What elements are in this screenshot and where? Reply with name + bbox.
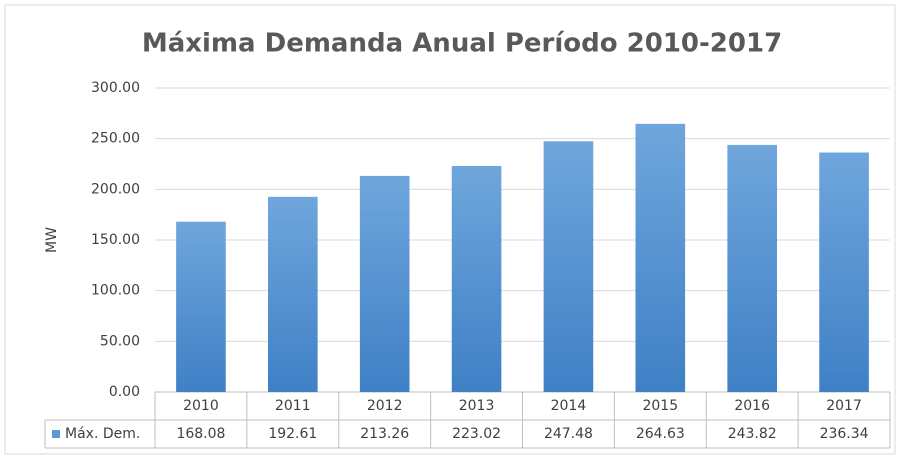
x-tick-label: 2014 bbox=[551, 398, 587, 414]
y-tick-label: 300.00 bbox=[91, 80, 140, 96]
x-tick-label: 2013 bbox=[459, 398, 495, 414]
y-tick-label: 250.00 bbox=[91, 131, 140, 147]
table-value: 223.02 bbox=[452, 426, 501, 442]
bar bbox=[451, 166, 502, 392]
table-value: 236.34 bbox=[820, 426, 869, 442]
x-tick-label: 2017 bbox=[826, 398, 862, 414]
y-tick-label: 150.00 bbox=[91, 232, 140, 248]
x-tick-label: 2016 bbox=[734, 398, 770, 414]
table-value: 247.48 bbox=[544, 426, 593, 442]
y-tick-label: 50.00 bbox=[100, 333, 140, 349]
x-tick-label: 2010 bbox=[183, 398, 219, 414]
table-value: 243.82 bbox=[728, 426, 777, 442]
table-value: 192.61 bbox=[268, 426, 317, 442]
y-axis-label: MW bbox=[44, 227, 60, 253]
legend-key bbox=[52, 430, 60, 438]
bar bbox=[268, 196, 318, 392]
bar bbox=[819, 152, 869, 392]
bar bbox=[727, 144, 777, 392]
x-tick-label: 2012 bbox=[367, 398, 403, 414]
bar bbox=[359, 175, 410, 392]
y-tick-label: 100.00 bbox=[91, 283, 140, 299]
table-value: 264.63 bbox=[636, 426, 685, 442]
bar bbox=[635, 123, 686, 392]
table-value: 168.08 bbox=[176, 426, 225, 442]
y-tick-label: 0.00 bbox=[109, 384, 140, 400]
bar bbox=[543, 141, 594, 392]
x-tick-label: 2015 bbox=[642, 398, 678, 414]
legend-label: Máx. Dem. bbox=[65, 426, 140, 442]
chart-title: Máxima Demanda Anual Período 2010-2017 bbox=[142, 29, 782, 59]
table-value: 213.26 bbox=[360, 426, 409, 442]
bar bbox=[176, 221, 226, 392]
y-tick-label: 200.00 bbox=[91, 181, 140, 197]
x-tick-label: 2011 bbox=[275, 398, 311, 414]
